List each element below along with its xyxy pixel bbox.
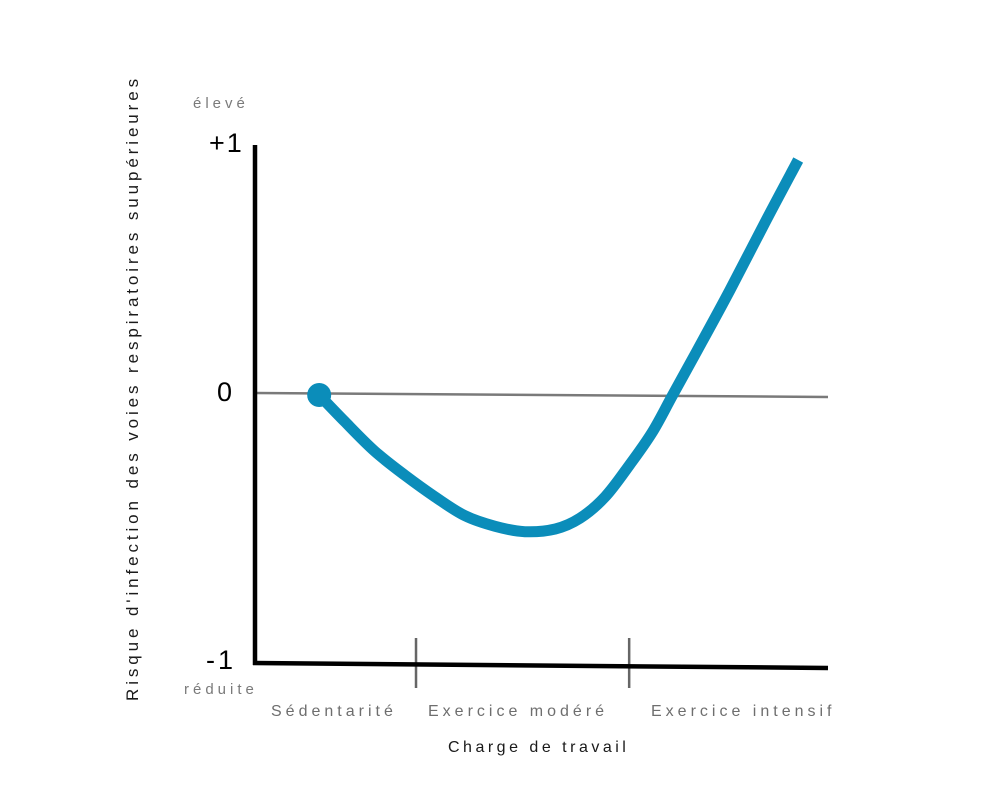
x-axis-title: Charge de travail xyxy=(448,739,630,756)
y-axis-low-label: réduite xyxy=(184,681,258,698)
series-start-marker xyxy=(307,383,332,407)
y-tick-label-zero: 0 xyxy=(217,377,235,407)
x-axis-line xyxy=(252,660,829,671)
y-tick-label-minus-one: -1 xyxy=(206,645,237,675)
series-curve xyxy=(315,157,804,538)
y-axis-high-label: élevé xyxy=(193,95,249,112)
zero-reference-line xyxy=(254,391,829,399)
x-category-label-intense: Exercice intensif xyxy=(651,703,836,720)
y-axis-title: Risque d'infection des voies respiratoir… xyxy=(123,75,142,701)
x-category-label-moderate: Exercice modéré xyxy=(428,703,609,720)
y-tick-label-plus-one: +1 xyxy=(209,128,244,158)
x-category-label-sedentary: Sédentarité xyxy=(271,703,397,720)
